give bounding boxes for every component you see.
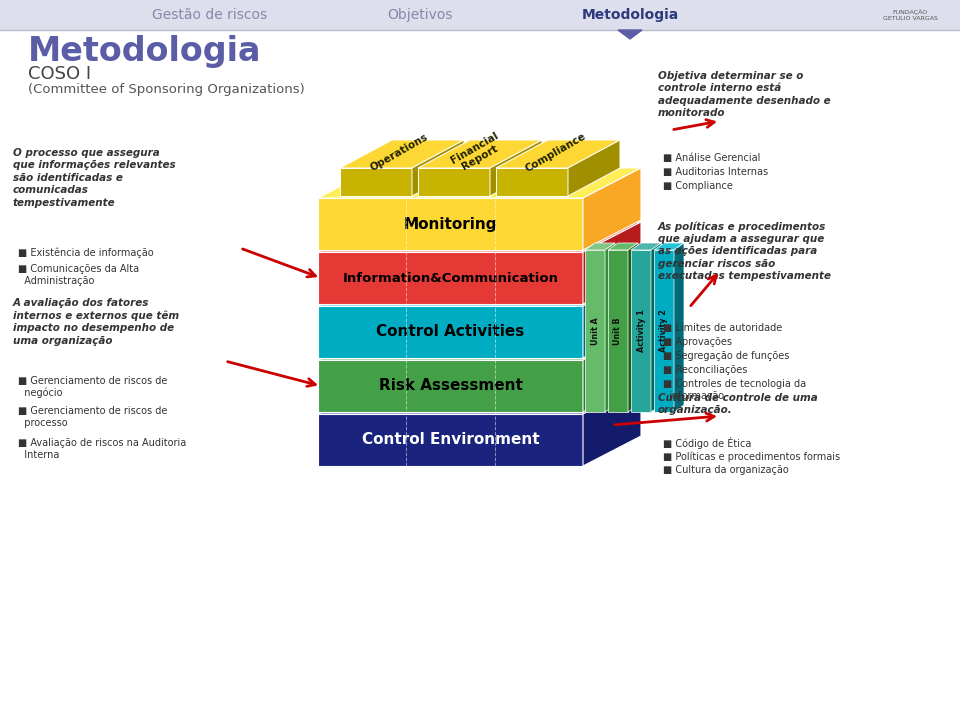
Text: Risk Assessment: Risk Assessment	[378, 378, 522, 393]
Text: Control Environment: Control Environment	[362, 432, 540, 447]
Text: Financial
Report: Financial Report	[449, 130, 506, 175]
Text: Compliance: Compliance	[523, 131, 588, 174]
Text: ■ Segregação de funções: ■ Segregação de funções	[663, 351, 789, 361]
Polygon shape	[418, 168, 490, 196]
Text: ■ Comunicações da Alta
  Administração: ■ Comunicações da Alta Administração	[18, 264, 139, 286]
Text: ■ Análise Gerencial: ■ Análise Gerencial	[663, 153, 760, 163]
Text: Objetiva determinar se o
controle interno está
adequadamente desenhado e
monitor: Objetiva determinar se o controle intern…	[658, 71, 830, 118]
Text: ■ Políticas e procedimentos formais: ■ Políticas e procedimentos formais	[663, 451, 840, 461]
Polygon shape	[318, 168, 641, 198]
Polygon shape	[318, 360, 583, 412]
Polygon shape	[318, 222, 641, 252]
Polygon shape	[583, 168, 641, 250]
Polygon shape	[631, 250, 651, 412]
Text: Metodologia: Metodologia	[582, 8, 679, 22]
Polygon shape	[585, 250, 605, 412]
Text: Operations: Operations	[369, 132, 430, 173]
Text: O processo que assegura
que informações relevantes
são identificadas e
comunicad: O processo que assegura que informações …	[13, 148, 176, 208]
Text: Control Activities: Control Activities	[376, 324, 524, 339]
Text: A avaliação dos fatores
internos e externos que têm
impacto no desempenho de
uma: A avaliação dos fatores internos e exter…	[13, 298, 180, 346]
Polygon shape	[568, 140, 620, 196]
Text: Monitoring: Monitoring	[404, 217, 497, 232]
Polygon shape	[583, 330, 641, 412]
Polygon shape	[318, 252, 583, 304]
Polygon shape	[654, 250, 674, 412]
Text: ■ Cultura da organização: ■ Cultura da organização	[663, 465, 789, 475]
Text: ■ Existência de informação: ■ Existência de informação	[18, 248, 154, 259]
Text: ■ Gerenciamento de riscos de
  negócio: ■ Gerenciamento de riscos de negócio	[18, 376, 167, 398]
Text: ■ Reconciliações: ■ Reconciliações	[663, 365, 748, 375]
Text: Unit B: Unit B	[613, 317, 622, 345]
Text: ■ Código de Ética: ■ Código de Ética	[663, 437, 752, 449]
Text: Activity 2: Activity 2	[660, 309, 668, 353]
Polygon shape	[583, 384, 641, 466]
Polygon shape	[583, 222, 641, 304]
Polygon shape	[318, 384, 641, 414]
Polygon shape	[585, 243, 615, 250]
Polygon shape	[654, 243, 684, 250]
Text: COSO I: COSO I	[28, 65, 91, 83]
Text: ■ Gerenciamento de riscos de
  processo: ■ Gerenciamento de riscos de processo	[18, 406, 167, 427]
Text: Metodologia: Metodologia	[28, 35, 261, 68]
Text: Unit A: Unit A	[590, 317, 599, 345]
Polygon shape	[605, 243, 615, 412]
Polygon shape	[631, 243, 661, 250]
Text: ■ Limites de autoridade: ■ Limites de autoridade	[663, 323, 782, 333]
Polygon shape	[490, 140, 542, 196]
Text: Cultura de controle de uma
organização.: Cultura de controle de uma organização.	[658, 393, 818, 415]
Polygon shape	[496, 140, 620, 168]
Polygon shape	[318, 198, 583, 250]
Polygon shape	[318, 330, 641, 360]
Polygon shape	[674, 243, 684, 412]
Polygon shape	[618, 30, 642, 39]
Text: ■ Avaliação de riscos na Auditoria
  Interna: ■ Avaliação de riscos na Auditoria Inter…	[18, 438, 186, 459]
Polygon shape	[412, 140, 464, 196]
Polygon shape	[496, 168, 568, 196]
Text: ■ Controles de tecnologia da
  informação: ■ Controles de tecnologia da informação	[663, 379, 806, 400]
Polygon shape	[318, 306, 583, 358]
Text: ■ Compliance: ■ Compliance	[663, 181, 732, 191]
Polygon shape	[628, 243, 638, 412]
Text: Objetivos: Objetivos	[387, 8, 453, 22]
Polygon shape	[340, 168, 412, 196]
Polygon shape	[340, 140, 464, 168]
Polygon shape	[651, 243, 661, 412]
Text: ■ Aprovações: ■ Aprovações	[663, 337, 732, 347]
Text: As políticas e procedimentos
que ajudam a assegurar que
as ações identificadas p: As políticas e procedimentos que ajudam …	[658, 221, 831, 281]
Polygon shape	[318, 414, 583, 466]
Polygon shape	[583, 276, 641, 358]
Text: (Committee of Sponsoring Organizations): (Committee of Sponsoring Organizations)	[28, 83, 304, 97]
Text: Gestão de riscos: Gestão de riscos	[153, 8, 268, 22]
Text: Information&Communication: Information&Communication	[343, 272, 559, 284]
Polygon shape	[318, 276, 641, 306]
Polygon shape	[608, 250, 628, 412]
Text: ■ Auditorias Internas: ■ Auditorias Internas	[663, 167, 768, 177]
FancyBboxPatch shape	[0, 0, 960, 30]
Text: FUNDAÇÃO
GETULIO VARGAS: FUNDAÇÃO GETULIO VARGAS	[882, 9, 937, 21]
Text: Activity 1: Activity 1	[636, 309, 645, 353]
Polygon shape	[418, 140, 542, 168]
Polygon shape	[608, 243, 638, 250]
